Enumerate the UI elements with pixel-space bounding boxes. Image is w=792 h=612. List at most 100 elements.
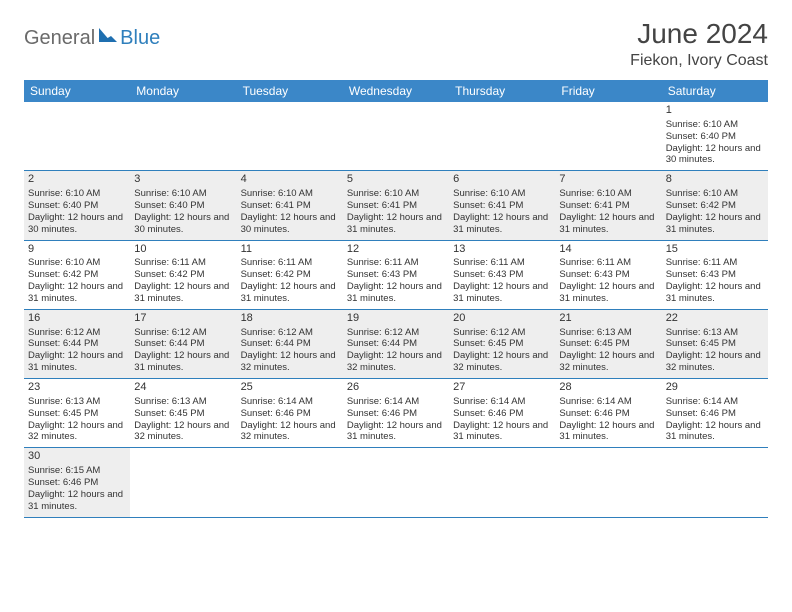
day-number: 18 <box>241 312 339 326</box>
calendar-header-row: SundayMondayTuesdayWednesdayThursdayFrid… <box>24 80 768 102</box>
sunset-line: Sunset: 6:42 PM <box>134 269 232 281</box>
calendar-cell-empty <box>237 102 343 171</box>
day-number: 14 <box>559 243 657 257</box>
sunset-line: Sunset: 6:41 PM <box>453 200 551 212</box>
daylight-line: Daylight: 12 hours and 32 minutes. <box>453 350 551 374</box>
day-number: 8 <box>666 173 764 187</box>
sunrise-line: Sunrise: 6:14 AM <box>453 396 551 408</box>
sunset-line: Sunset: 6:41 PM <box>241 200 339 212</box>
sunset-line: Sunset: 6:46 PM <box>559 408 657 420</box>
daylight-line: Daylight: 12 hours and 31 minutes. <box>134 350 232 374</box>
sunrise-line: Sunrise: 6:11 AM <box>134 257 232 269</box>
sunrise-line: Sunrise: 6:12 AM <box>28 327 126 339</box>
sunrise-line: Sunrise: 6:13 AM <box>666 327 764 339</box>
day-number: 2 <box>28 173 126 187</box>
day-number: 21 <box>559 312 657 326</box>
sunrise-line: Sunrise: 6:10 AM <box>666 188 764 200</box>
daylight-line: Daylight: 12 hours and 31 minutes. <box>347 212 445 236</box>
daylight-line: Daylight: 12 hours and 30 minutes. <box>241 212 339 236</box>
calendar-cell: 4Sunrise: 6:10 AMSunset: 6:41 PMDaylight… <box>237 171 343 240</box>
sunrise-line: Sunrise: 6:10 AM <box>559 188 657 200</box>
daylight-line: Daylight: 12 hours and 32 minutes. <box>134 420 232 444</box>
daylight-line: Daylight: 12 hours and 31 minutes. <box>666 212 764 236</box>
calendar-cell: 8Sunrise: 6:10 AMSunset: 6:42 PMDaylight… <box>662 171 768 240</box>
daylight-line: Daylight: 12 hours and 32 minutes. <box>666 350 764 374</box>
calendar-cell: 18Sunrise: 6:12 AMSunset: 6:44 PMDayligh… <box>237 309 343 378</box>
sunset-line: Sunset: 6:46 PM <box>28 477 126 489</box>
calendar-cell: 23Sunrise: 6:13 AMSunset: 6:45 PMDayligh… <box>24 379 130 448</box>
day-header: Monday <box>130 80 236 102</box>
calendar-cell-empty <box>449 448 555 517</box>
sunset-line: Sunset: 6:46 PM <box>666 408 764 420</box>
daylight-line: Daylight: 12 hours and 31 minutes. <box>347 281 445 305</box>
month-title: June 2024 <box>630 18 768 50</box>
calendar-cell: 13Sunrise: 6:11 AMSunset: 6:43 PMDayligh… <box>449 240 555 309</box>
daylight-line: Daylight: 12 hours and 31 minutes. <box>453 420 551 444</box>
sunrise-line: Sunrise: 6:10 AM <box>134 188 232 200</box>
day-header: Wednesday <box>343 80 449 102</box>
day-header: Saturday <box>662 80 768 102</box>
sunset-line: Sunset: 6:43 PM <box>453 269 551 281</box>
daylight-line: Daylight: 12 hours and 32 minutes. <box>347 350 445 374</box>
day-number: 10 <box>134 243 232 257</box>
sunset-line: Sunset: 6:44 PM <box>347 338 445 350</box>
calendar-cell: 22Sunrise: 6:13 AMSunset: 6:45 PMDayligh… <box>662 309 768 378</box>
daylight-line: Daylight: 12 hours and 31 minutes. <box>28 281 126 305</box>
calendar-cell: 21Sunrise: 6:13 AMSunset: 6:45 PMDayligh… <box>555 309 661 378</box>
daylight-line: Daylight: 12 hours and 32 minutes. <box>241 350 339 374</box>
daylight-line: Daylight: 12 hours and 31 minutes. <box>559 212 657 236</box>
title-block: June 2024 Fiekon, Ivory Coast <box>630 18 768 70</box>
daylight-line: Daylight: 12 hours and 31 minutes. <box>453 212 551 236</box>
sunrise-line: Sunrise: 6:12 AM <box>241 327 339 339</box>
day-number: 6 <box>453 173 551 187</box>
sunrise-line: Sunrise: 6:12 AM <box>453 327 551 339</box>
day-number: 13 <box>453 243 551 257</box>
daylight-line: Daylight: 12 hours and 31 minutes. <box>28 489 126 513</box>
day-number: 3 <box>134 173 232 187</box>
calendar-cell: 26Sunrise: 6:14 AMSunset: 6:46 PMDayligh… <box>343 379 449 448</box>
day-number: 23 <box>28 381 126 395</box>
calendar-cell: 11Sunrise: 6:11 AMSunset: 6:42 PMDayligh… <box>237 240 343 309</box>
sunset-line: Sunset: 6:40 PM <box>28 200 126 212</box>
day-number: 1 <box>666 104 764 118</box>
brand-logo: GeneralBlue <box>24 18 160 50</box>
sunset-line: Sunset: 6:42 PM <box>666 200 764 212</box>
day-header: Thursday <box>449 80 555 102</box>
calendar-cell-empty <box>130 102 236 171</box>
sunrise-line: Sunrise: 6:10 AM <box>666 119 764 131</box>
sunset-line: Sunset: 6:41 PM <box>347 200 445 212</box>
calendar-cell-empty <box>555 102 661 171</box>
day-number: 4 <box>241 173 339 187</box>
sunrise-line: Sunrise: 6:10 AM <box>347 188 445 200</box>
calendar-cell: 29Sunrise: 6:14 AMSunset: 6:46 PMDayligh… <box>662 379 768 448</box>
calendar-cell: 6Sunrise: 6:10 AMSunset: 6:41 PMDaylight… <box>449 171 555 240</box>
sunrise-line: Sunrise: 6:11 AM <box>453 257 551 269</box>
day-number: 27 <box>453 381 551 395</box>
calendar-cell: 5Sunrise: 6:10 AMSunset: 6:41 PMDaylight… <box>343 171 449 240</box>
brand-sail-icon <box>97 26 119 50</box>
day-number: 28 <box>559 381 657 395</box>
sunset-line: Sunset: 6:43 PM <box>347 269 445 281</box>
calendar-cell: 16Sunrise: 6:12 AMSunset: 6:44 PMDayligh… <box>24 309 130 378</box>
sunset-line: Sunset: 6:40 PM <box>666 131 764 143</box>
sunset-line: Sunset: 6:44 PM <box>28 338 126 350</box>
sunrise-line: Sunrise: 6:11 AM <box>666 257 764 269</box>
day-header: Friday <box>555 80 661 102</box>
daylight-line: Daylight: 12 hours and 31 minutes. <box>666 281 764 305</box>
daylight-line: Daylight: 12 hours and 32 minutes. <box>559 350 657 374</box>
calendar-cell: 19Sunrise: 6:12 AMSunset: 6:44 PMDayligh… <box>343 309 449 378</box>
location-label: Fiekon, Ivory Coast <box>630 52 768 70</box>
sunset-line: Sunset: 6:46 PM <box>347 408 445 420</box>
calendar-cell: 1Sunrise: 6:10 AMSunset: 6:40 PMDaylight… <box>662 102 768 171</box>
calendar-week-row: 23Sunrise: 6:13 AMSunset: 6:45 PMDayligh… <box>24 379 768 448</box>
calendar-cell: 10Sunrise: 6:11 AMSunset: 6:42 PMDayligh… <box>130 240 236 309</box>
daylight-line: Daylight: 12 hours and 32 minutes. <box>241 420 339 444</box>
day-number: 16 <box>28 312 126 326</box>
sunrise-line: Sunrise: 6:14 AM <box>347 396 445 408</box>
daylight-line: Daylight: 12 hours and 30 minutes. <box>666 143 764 167</box>
daylight-line: Daylight: 12 hours and 31 minutes. <box>559 281 657 305</box>
sunset-line: Sunset: 6:45 PM <box>559 338 657 350</box>
sunrise-line: Sunrise: 6:15 AM <box>28 465 126 477</box>
day-header: Sunday <box>24 80 130 102</box>
sunset-line: Sunset: 6:45 PM <box>28 408 126 420</box>
